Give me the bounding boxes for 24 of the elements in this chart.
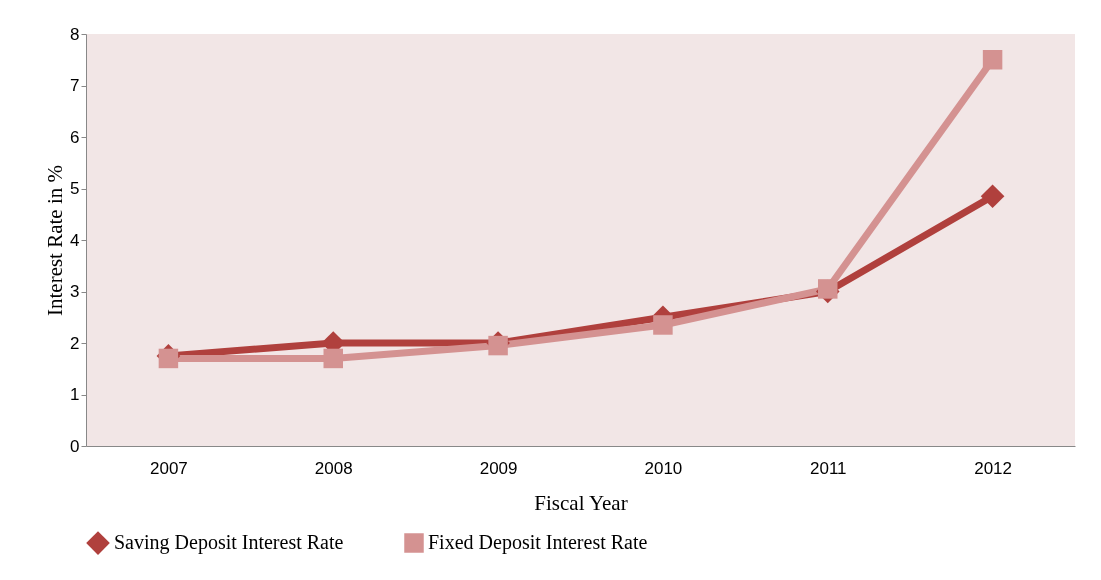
x-tick-label: 2010 [644,458,683,478]
y-tick-label: 0 [70,436,80,456]
y-tick-label: 1 [70,385,80,404]
x-tick-label: 2009 [479,458,518,478]
point [982,50,1003,70]
y-tick-label: 6 [70,127,80,147]
point [980,184,1005,209]
point [653,315,673,335]
x-tick-label: 2007 [150,458,188,478]
legend-label: Saving Deposit Interest Rate [114,531,344,555]
y-tick-label: 4 [70,230,80,250]
point [818,279,838,299]
y-tick-label: 2 [70,333,80,353]
legend-label: Fixed Deposit Interest Rate [428,531,648,554]
point [323,348,343,369]
y-axis-title: Interest Rate in % [43,164,68,317]
x-tick-label: 2011 [809,458,847,478]
x-axis-title: Fiscal Year [534,490,628,515]
y-tick-label: 5 [70,179,80,198]
y-tick-label: 7 [70,76,80,95]
y-tick-label: 3 [70,282,80,301]
y-tick-label: 8 [70,24,80,44]
x-tick-label: 2008 [314,458,353,478]
x-tick-label: 2012 [974,458,1012,478]
